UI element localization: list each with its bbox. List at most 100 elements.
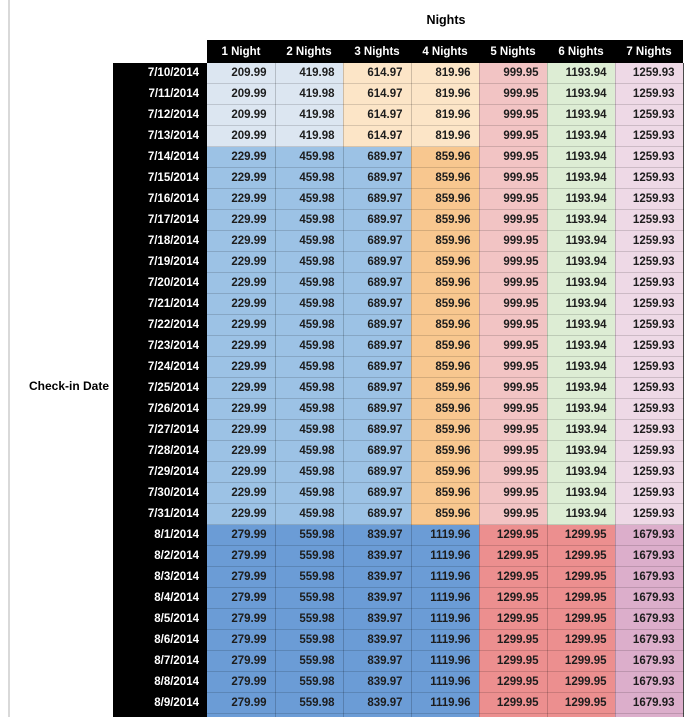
price-cell[interactable]: 1119.96 [411,671,480,693]
row-date[interactable]: 7/17/2014 [113,209,207,231]
column-header[interactable]: 2 Nights [275,40,343,63]
price-cell[interactable]: 689.97 [343,419,412,441]
price-cell[interactable]: 1259.93 [615,503,684,525]
price-cell[interactable]: 1193.94 [547,461,616,483]
price-cell[interactable]: 859.96 [411,209,480,231]
price-cell[interactable]: 279.99 [207,692,276,714]
price-cell[interactable]: 1679.93 [615,587,684,609]
price-cell[interactable]: 1299.95 [547,692,616,714]
row-date[interactable]: 8/10/2014 [113,713,207,717]
price-cell[interactable]: 999.95 [479,293,548,315]
price-cell[interactable]: 1259.93 [615,335,684,357]
row-date[interactable]: 8/5/2014 [113,608,207,630]
price-cell[interactable]: 559.98 [275,524,344,546]
price-cell[interactable]: 1259.93 [615,188,684,210]
price-cell[interactable]: 1679.93 [615,608,684,630]
price-cell[interactable]: 1193.94 [547,440,616,462]
price-cell[interactable]: 229.99 [207,503,276,525]
price-cell[interactable]: 1259.93 [615,461,684,483]
price-cell[interactable]: 614.97 [343,63,412,84]
price-cell[interactable]: 859.96 [411,167,480,189]
price-cell[interactable]: 209.99 [207,125,276,147]
price-cell[interactable]: 1259.93 [615,419,684,441]
row-date[interactable]: 8/2/2014 [113,545,207,567]
price-cell[interactable]: 859.96 [411,398,480,420]
price-cell[interactable]: 1119.96 [411,566,480,588]
column-header[interactable]: 1 Night [207,40,275,63]
row-date[interactable]: 7/26/2014 [113,398,207,420]
price-cell[interactable]: 559.98 [275,650,344,672]
price-cell[interactable]: 1193.94 [547,419,616,441]
row-date[interactable]: 7/10/2014 [113,63,207,84]
price-cell[interactable]: 999.95 [479,272,548,294]
price-cell[interactable]: 1259.93 [615,398,684,420]
price-cell[interactable]: 1193.94 [547,335,616,357]
column-header[interactable]: 3 Nights [343,40,411,63]
price-cell[interactable]: 459.98 [275,440,344,462]
price-cell[interactable]: 1193.94 [547,83,616,105]
price-cell[interactable]: 819.96 [411,83,480,105]
price-cell[interactable]: 1299.95 [479,671,548,693]
price-cell[interactable]: 1259.93 [615,209,684,231]
price-cell[interactable]: 999.95 [479,377,548,399]
price-cell[interactable]: 1119.96 [411,713,480,717]
price-cell[interactable]: 459.98 [275,356,344,378]
price-cell[interactable]: 1299.95 [479,650,548,672]
price-cell[interactable]: 1193.94 [547,209,616,231]
price-cell[interactable]: 209.99 [207,63,276,84]
row-date[interactable]: 7/20/2014 [113,272,207,294]
price-cell[interactable]: 459.98 [275,482,344,504]
price-cell[interactable]: 859.96 [411,440,480,462]
price-cell[interactable]: 859.96 [411,335,480,357]
price-cell[interactable]: 1259.93 [615,83,684,105]
price-cell[interactable]: 1679.93 [615,692,684,714]
row-date[interactable]: 7/28/2014 [113,440,207,462]
price-cell[interactable]: 1299.95 [547,650,616,672]
row-date[interactable]: 7/29/2014 [113,461,207,483]
price-cell[interactable]: 859.96 [411,146,480,168]
price-cell[interactable]: 459.98 [275,398,344,420]
price-cell[interactable]: 999.95 [479,230,548,252]
price-cell[interactable]: 689.97 [343,377,412,399]
price-cell[interactable]: 859.96 [411,314,480,336]
row-date[interactable]: 8/4/2014 [113,587,207,609]
price-cell[interactable]: 559.98 [275,671,344,693]
price-cell[interactable]: 459.98 [275,419,344,441]
price-cell[interactable]: 859.96 [411,272,480,294]
row-date[interactable]: 7/11/2014 [113,83,207,105]
price-cell[interactable]: 689.97 [343,314,412,336]
price-cell[interactable]: 1193.94 [547,146,616,168]
price-cell[interactable]: 459.98 [275,314,344,336]
price-cell[interactable]: 1259.93 [615,63,684,84]
price-cell[interactable]: 229.99 [207,377,276,399]
price-cell[interactable]: 999.95 [479,461,548,483]
price-cell[interactable]: 459.98 [275,167,344,189]
price-cell[interactable]: 1679.93 [615,566,684,588]
price-cell[interactable]: 1259.93 [615,125,684,147]
price-cell[interactable]: 229.99 [207,440,276,462]
row-date[interactable]: 7/25/2014 [113,377,207,399]
price-cell[interactable]: 999.95 [479,167,548,189]
price-cell[interactable]: 689.97 [343,461,412,483]
price-cell[interactable]: 279.99 [207,650,276,672]
price-cell[interactable]: 279.99 [207,587,276,609]
price-cell[interactable]: 999.95 [479,482,548,504]
price-cell[interactable]: 999.95 [479,419,548,441]
price-cell[interactable]: 229.99 [207,398,276,420]
price-cell[interactable]: 839.97 [343,608,412,630]
price-cell[interactable]: 859.96 [411,230,480,252]
price-cell[interactable]: 559.98 [275,608,344,630]
price-cell[interactable]: 229.99 [207,146,276,168]
price-cell[interactable]: 689.97 [343,188,412,210]
price-cell[interactable]: 459.98 [275,461,344,483]
price-cell[interactable]: 1193.94 [547,125,616,147]
price-cell[interactable]: 689.97 [343,335,412,357]
price-cell[interactable]: 689.97 [343,230,412,252]
price-cell[interactable]: 859.96 [411,293,480,315]
price-cell[interactable]: 1193.94 [547,314,616,336]
price-cell[interactable]: 209.99 [207,104,276,126]
row-date[interactable]: 8/6/2014 [113,629,207,651]
price-cell[interactable]: 1119.96 [411,650,480,672]
price-cell[interactable]: 999.95 [479,146,548,168]
row-date[interactable]: 7/12/2014 [113,104,207,126]
